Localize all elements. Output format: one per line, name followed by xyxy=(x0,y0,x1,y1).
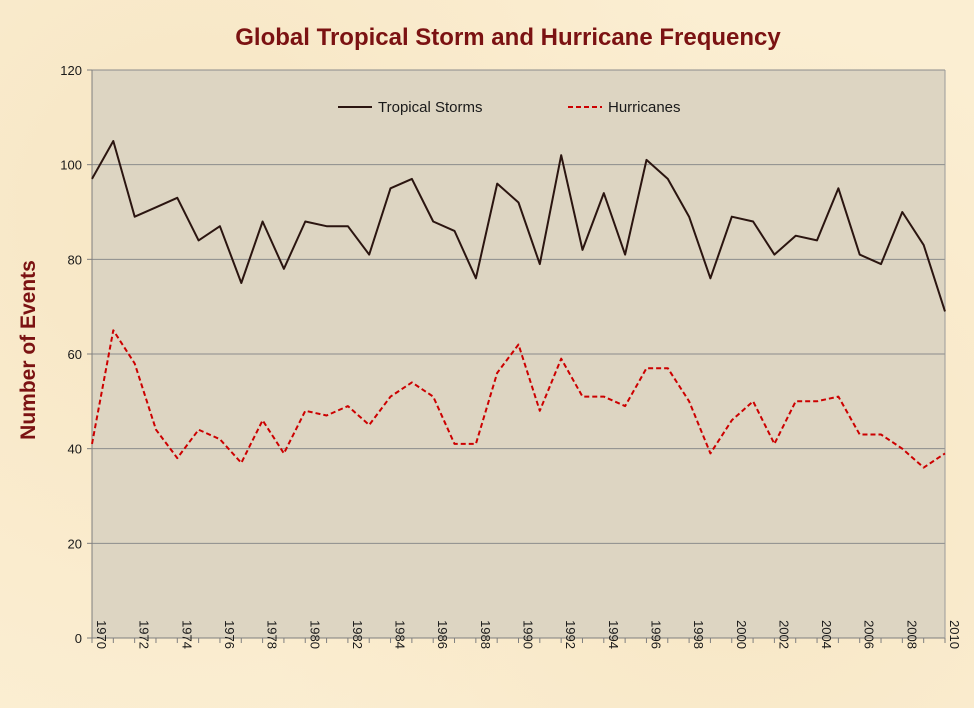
x-tick-label: 1988 xyxy=(478,620,493,649)
x-tick-label: 1982 xyxy=(350,620,365,649)
x-tick-label: 1994 xyxy=(606,620,621,649)
series-line-0 xyxy=(91,140,946,312)
y-tick-label: 0 xyxy=(75,631,82,646)
y-tick-label: 120 xyxy=(60,63,82,78)
x-tick-label: 1992 xyxy=(563,620,578,649)
y-tick-label: 60 xyxy=(68,347,82,362)
y-tick-label: 100 xyxy=(60,158,82,173)
x-tick-label: 1984 xyxy=(393,620,408,649)
y-tick-label: 80 xyxy=(68,252,82,267)
legend-label: Tropical Storms xyxy=(378,99,482,116)
x-tick-label: 1996 xyxy=(648,620,663,649)
y-tick-label: 20 xyxy=(68,536,82,551)
series-lines xyxy=(91,140,946,469)
chart-title: Global Tropical Storm and Hurricane Freq… xyxy=(235,24,781,51)
x-tick-label: 1974 xyxy=(179,620,194,649)
x-tick-label: 2008 xyxy=(904,620,919,649)
series-line-1 xyxy=(91,329,946,469)
x-axis-ticks: 1970 1972 1974 1976 1978 1980 1982 1984 1986 1988… xyxy=(91,620,962,649)
legend: Tropical Storms Hurricanes xyxy=(338,99,681,116)
x-tick-label: 1998 xyxy=(691,620,706,649)
x-tick-label: 2002 xyxy=(776,620,791,649)
x-tick-label: 1980 xyxy=(307,620,322,649)
x-tick-label: 1970 xyxy=(94,620,109,649)
legend-label: Hurricanes xyxy=(608,99,681,116)
y-axis-label: Number of Events xyxy=(17,260,40,440)
y-tick-label: 40 xyxy=(68,442,82,457)
x-tick-label: 1986 xyxy=(435,620,450,649)
y-axis-ticks: 0 20 40 60 80 100 120 xyxy=(60,63,92,646)
x-tick-label: 1990 xyxy=(521,620,536,649)
x-tick-label: 2000 xyxy=(734,620,749,649)
x-tick-label: 1976 xyxy=(222,620,237,649)
x-tick-label: 1972 xyxy=(137,620,152,649)
x-tick-label: 2010 xyxy=(947,620,962,649)
gridlines xyxy=(92,69,945,544)
x-tick-label: 2006 xyxy=(862,620,877,649)
x-tick-label: 2004 xyxy=(819,620,834,649)
x-tick-label: 1978 xyxy=(265,620,280,649)
